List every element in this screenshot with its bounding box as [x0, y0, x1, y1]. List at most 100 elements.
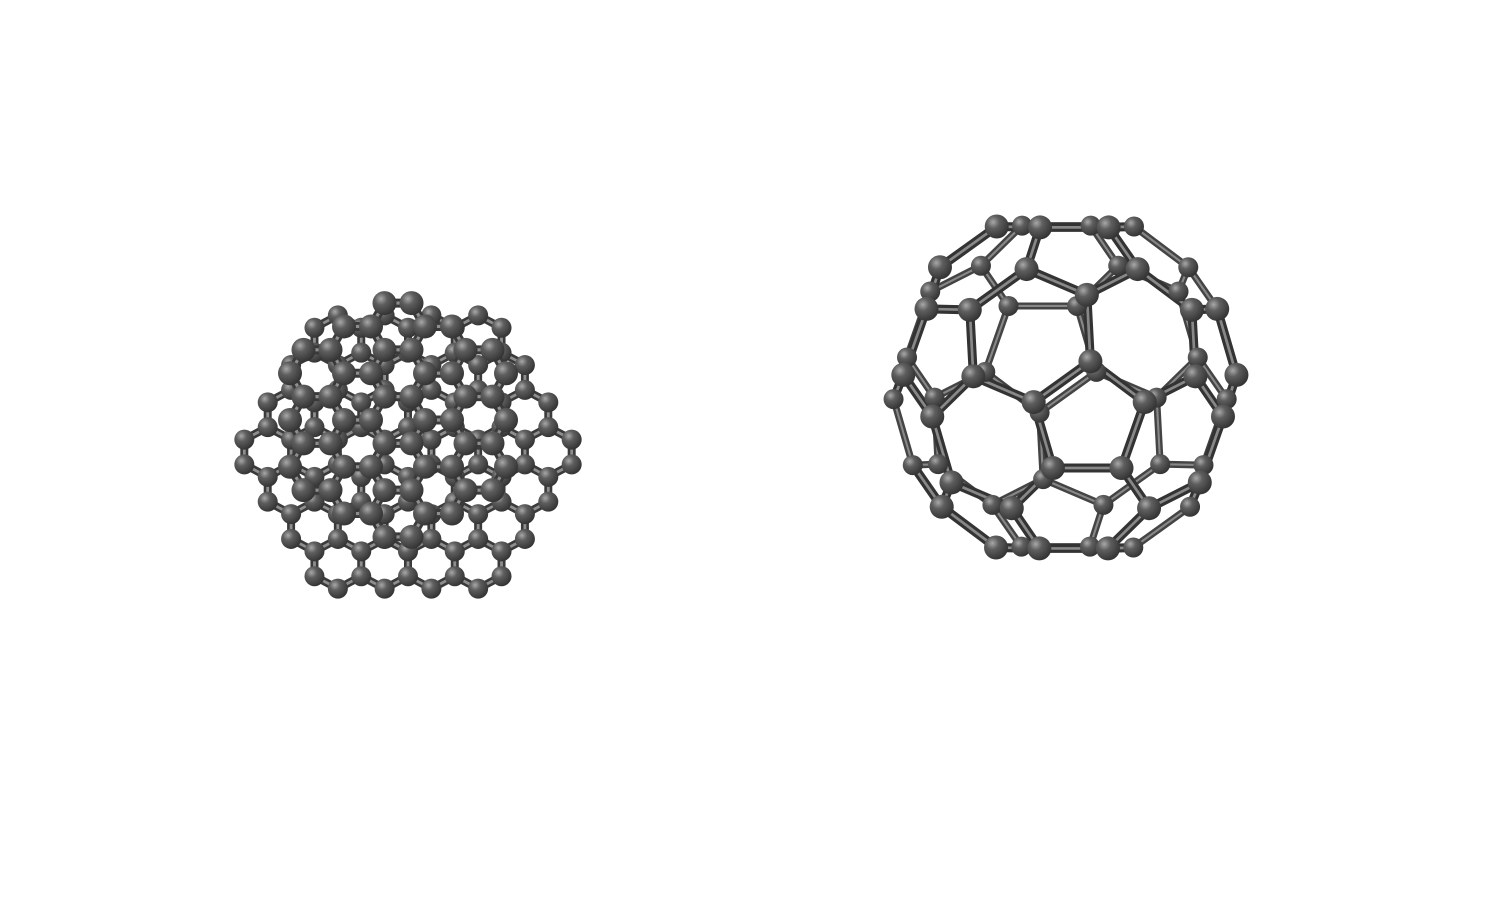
carbon-atom — [514, 355, 535, 376]
carbon-atom — [318, 337, 343, 362]
carbon-atom — [413, 454, 437, 479]
carbon-atom — [278, 361, 302, 386]
carbon-atom — [304, 417, 325, 438]
carbon-atom — [351, 342, 372, 363]
carbon-atom — [1012, 215, 1033, 236]
carbon-atom — [413, 314, 437, 339]
carbon-atom — [304, 566, 325, 587]
carbon-atom — [538, 491, 559, 512]
carbon-atom — [372, 478, 397, 503]
carbon-atom — [928, 454, 949, 475]
carbon-atom — [372, 431, 397, 456]
large-fullerene-molecule — [234, 291, 582, 599]
carbon-atom — [440, 454, 464, 479]
carbon-atom — [398, 566, 418, 587]
carbon-atom — [421, 578, 442, 599]
carbon-atom — [440, 314, 464, 339]
carbon-atom — [480, 431, 505, 456]
carbon-atom — [291, 478, 316, 503]
carbon-atom — [1096, 215, 1121, 240]
carbon-atom — [453, 384, 478, 409]
carbon-atom — [982, 494, 1003, 515]
carbon-atom — [480, 478, 505, 503]
carbon-atom — [468, 355, 489, 376]
carbon-atom — [494, 408, 518, 432]
carbon-atom — [902, 455, 923, 476]
carbon-atom — [278, 454, 302, 479]
carbon-atom — [514, 528, 535, 549]
carbon-atom — [1179, 297, 1204, 322]
bond-highlight — [1038, 370, 1098, 414]
carbon-atom — [1150, 454, 1171, 475]
carbon-atom — [327, 578, 348, 599]
carbon-atom — [399, 524, 424, 549]
carbon-atom — [891, 362, 916, 387]
carbon-atom — [257, 392, 278, 413]
carbon-atom — [468, 578, 489, 599]
carbon-atom — [440, 408, 464, 432]
carbon-atom — [491, 317, 512, 338]
carbon-atom — [494, 454, 518, 479]
carbon-atom — [1109, 456, 1134, 481]
carbon-atom — [1027, 536, 1052, 561]
carbon-atom — [421, 429, 442, 450]
carbon-atom — [468, 305, 489, 326]
carbon-atom — [421, 528, 442, 549]
carbon-atom — [281, 504, 302, 525]
carbon-atom — [920, 404, 945, 429]
carbon-atom — [1079, 536, 1100, 557]
carbon-atom — [538, 466, 559, 487]
carbon-atom — [1108, 255, 1129, 276]
carbon-atom — [1168, 281, 1189, 302]
carbon-atom — [920, 281, 941, 302]
bond-highlight — [1155, 396, 1162, 466]
carbon-atom — [1178, 257, 1199, 278]
carbon-atom — [957, 297, 982, 322]
carbon-atom — [1021, 390, 1046, 415]
carbon-atom — [984, 535, 1009, 560]
carbon-atom — [372, 337, 397, 362]
carbon-atom — [318, 478, 343, 503]
carbon-atom — [278, 408, 302, 432]
carbon-atom — [1180, 496, 1201, 517]
carbon-atom — [514, 379, 535, 400]
carbon-atom — [351, 541, 372, 562]
carbon-atom — [291, 384, 316, 409]
carbon-atom — [924, 387, 945, 408]
carbon-atom — [413, 361, 437, 386]
carbon-atom — [332, 361, 356, 386]
carbon-atom — [1183, 364, 1208, 389]
carbon-atom — [281, 528, 302, 549]
carbon-atom — [480, 384, 505, 409]
carbon-atom — [399, 337, 424, 362]
carbon-atom — [304, 541, 325, 562]
carbon-atom — [399, 478, 424, 503]
carbon-atom — [1014, 257, 1039, 282]
carbon-atom — [332, 408, 356, 432]
carbon-atom — [1095, 536, 1120, 561]
carbon-atom — [514, 429, 535, 450]
carbon-atom — [561, 454, 582, 475]
carbon-atom — [399, 291, 424, 316]
carbon-atom — [359, 454, 383, 479]
carbon-atom — [1137, 496, 1162, 521]
carbon-atom — [1074, 282, 1099, 307]
carbon-atom — [970, 255, 991, 276]
carbon-atom — [1123, 537, 1144, 558]
carbon-atom — [1187, 470, 1212, 495]
carbon-atom — [897, 347, 918, 368]
carbon-atom — [1078, 349, 1103, 374]
carbon-atom — [257, 491, 278, 512]
carbon-atom — [359, 361, 383, 386]
carbon-atom — [1187, 347, 1208, 368]
carbon-atom — [914, 296, 939, 321]
carbon-atom — [1216, 389, 1237, 410]
carbon-atom — [1132, 390, 1157, 415]
carbon-atom — [1193, 455, 1214, 476]
carbon-atom — [468, 454, 489, 475]
carbon-atom — [359, 501, 383, 526]
carbon-atom — [234, 429, 255, 450]
carbon-atom — [1011, 536, 1032, 557]
carbon-atom — [480, 337, 505, 362]
carbon-atom — [1123, 216, 1144, 237]
